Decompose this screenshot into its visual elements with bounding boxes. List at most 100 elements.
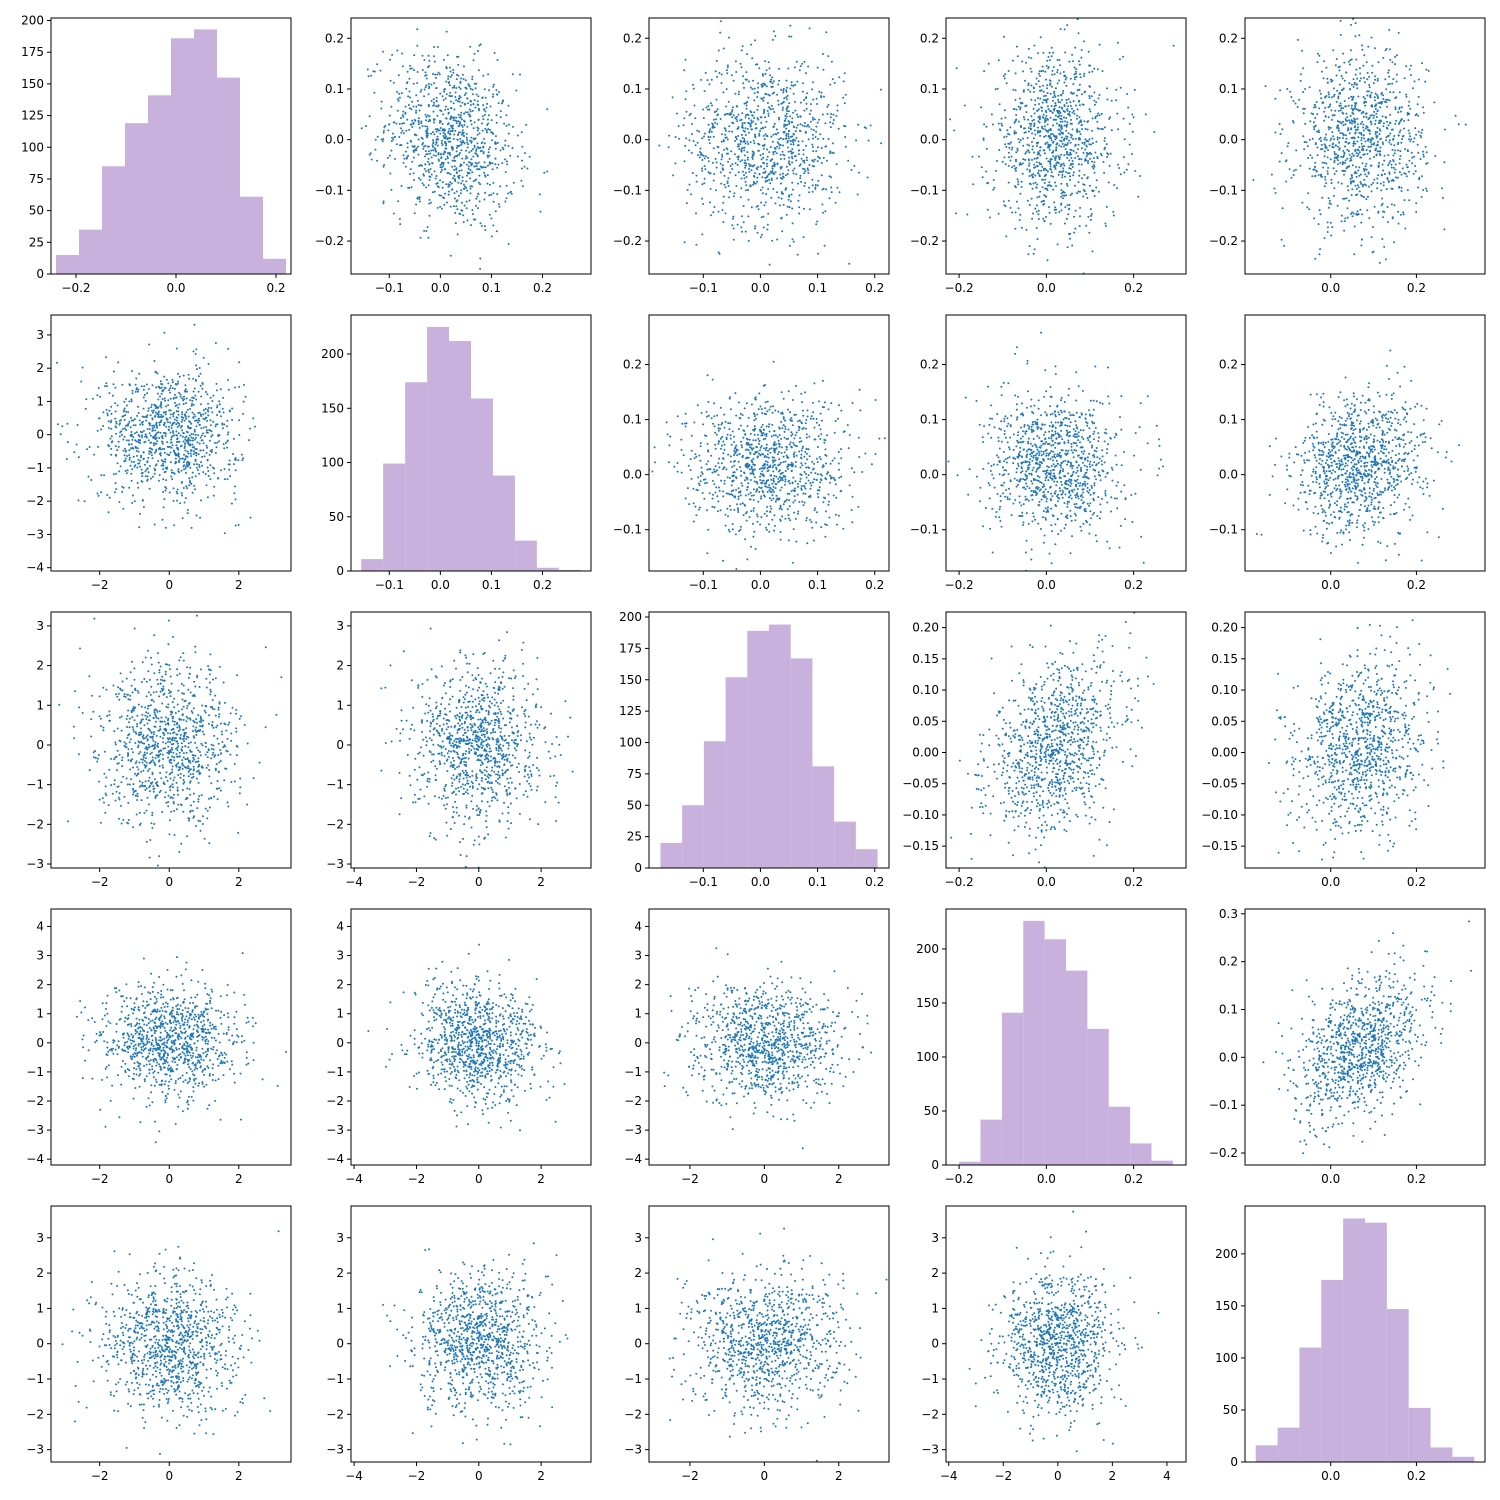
scatter-point <box>832 113 835 116</box>
scatter-point <box>1016 200 1018 203</box>
scatter-point <box>130 479 133 482</box>
scatter-point <box>770 78 773 81</box>
scatter-point <box>454 159 457 162</box>
scatter-point <box>182 465 185 468</box>
scatter-point <box>1357 169 1360 172</box>
scatter-point <box>1046 259 1049 262</box>
scatter-point <box>802 149 805 151</box>
scatter-point <box>1013 164 1016 167</box>
scatter-point <box>1352 85 1355 88</box>
scatter-point <box>57 423 59 426</box>
scatter-point <box>195 364 198 367</box>
scatter-point <box>1309 120 1312 123</box>
scatter-point <box>169 397 172 400</box>
scatter-point <box>1376 187 1379 190</box>
scatter-point <box>1080 147 1083 150</box>
scatter-point <box>411 119 413 122</box>
scatter-point <box>193 387 196 390</box>
scatter-point <box>1367 90 1370 93</box>
scatter-point <box>472 180 475 183</box>
scatter-point <box>1399 155 1402 157</box>
scatter-point <box>476 100 479 103</box>
scatter-point <box>1274 97 1277 100</box>
scatter-point <box>1360 136 1363 139</box>
scatter-point <box>157 479 160 482</box>
scatter-point <box>1336 138 1339 141</box>
scatter-point <box>1060 126 1063 129</box>
scatter-point <box>460 201 463 204</box>
scatter-point <box>1058 125 1061 128</box>
scatter-point <box>190 455 193 457</box>
scatter-point <box>737 90 740 93</box>
scatter-point <box>1360 182 1362 185</box>
scatter-point <box>1063 124 1066 127</box>
scatter-point <box>376 159 379 162</box>
scatter-point <box>433 101 435 104</box>
scatter-point <box>192 416 195 419</box>
scatter-point <box>135 388 138 391</box>
scatter-point <box>485 106 488 109</box>
scatter-point <box>1343 229 1346 232</box>
scatter-point <box>1356 128 1359 131</box>
scatter-point <box>137 388 140 391</box>
scatter-point <box>1339 19 1342 22</box>
scatter-point <box>496 93 499 96</box>
scatter-point <box>77 456 80 459</box>
scatter-point <box>134 424 137 427</box>
scatter-point <box>790 152 793 155</box>
scatter-point <box>176 499 178 502</box>
scatter-point <box>194 475 197 478</box>
scatter-point <box>1055 164 1058 167</box>
scatter-point <box>1329 103 1332 106</box>
scatter-point <box>426 145 429 148</box>
scatter-point <box>997 122 1000 125</box>
scatter-point <box>1343 173 1345 176</box>
scatter-point <box>1337 145 1340 148</box>
scatter-point <box>442 196 444 199</box>
scatter-point <box>1043 182 1046 184</box>
scatter-point <box>506 163 509 166</box>
scatter-point <box>458 86 461 89</box>
scatter-point <box>1345 105 1347 108</box>
scatter-point <box>1007 132 1009 135</box>
scatter-point <box>1386 127 1389 130</box>
scatter-point <box>1043 135 1045 138</box>
scatter-point <box>1411 156 1414 159</box>
scatter-point <box>546 170 549 173</box>
scatter-point <box>86 448 88 451</box>
scatter-point <box>390 149 393 152</box>
scatter-point <box>430 100 433 102</box>
scatter-point <box>390 140 393 143</box>
scatter-point <box>721 153 724 156</box>
scatter-point <box>450 74 453 77</box>
scatter-point <box>728 130 731 133</box>
scatter-point <box>1348 132 1351 135</box>
scatter-point <box>1374 133 1377 136</box>
scatter-point <box>694 144 697 147</box>
scatter-point <box>132 419 135 422</box>
scatter-point <box>473 165 476 168</box>
scatter-point <box>1058 58 1061 61</box>
scatter-point <box>444 151 447 154</box>
scatter-point <box>486 164 489 167</box>
scatter-point <box>1053 92 1056 94</box>
scatter-point <box>1035 145 1038 147</box>
scatter-point <box>1415 211 1418 213</box>
scatter-point <box>172 449 175 452</box>
scatter-point <box>141 475 144 478</box>
scatter-point <box>446 54 449 57</box>
scatter-point <box>764 84 767 86</box>
scatter-point <box>423 229 426 232</box>
scatter-point <box>817 138 819 140</box>
scatter-point <box>1359 122 1362 125</box>
scatter-point <box>771 85 774 88</box>
scatter-point <box>1340 220 1343 223</box>
scatter-point <box>1122 156 1125 159</box>
scatter-point <box>483 225 486 228</box>
scatter-point <box>201 387 204 390</box>
scatter-point <box>439 171 442 174</box>
scatter-point <box>1075 117 1078 120</box>
scatter-point <box>755 127 758 129</box>
scatter-point <box>492 182 495 184</box>
